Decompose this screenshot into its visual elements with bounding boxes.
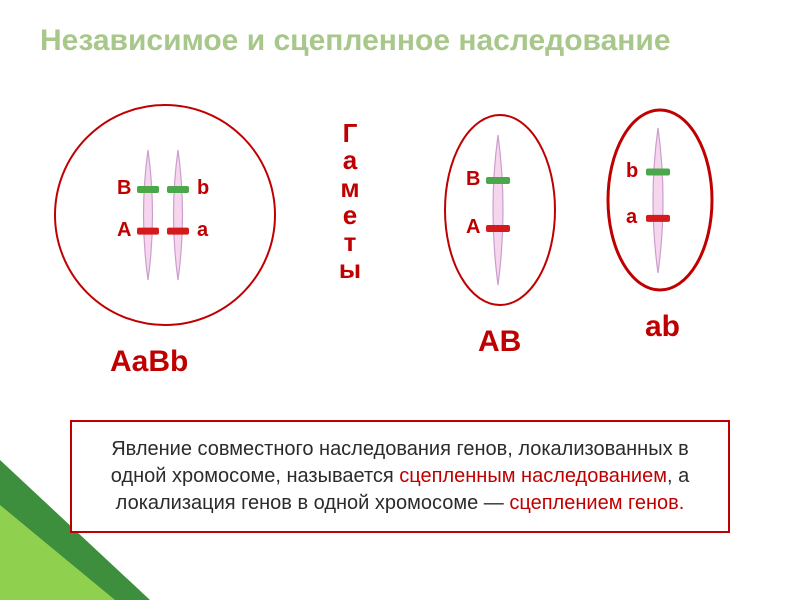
cell-ring [52,102,278,328]
allele-label: b [197,177,209,200]
diagram-area: Гаметы BA baAaBb BAAB baab [0,90,800,390]
definition-part: сцеплением генов. [509,492,684,514]
genotype-label: AaBb [110,345,188,379]
allele-label: a [626,206,637,229]
gametes-vertical-label: Гаметы [335,120,365,284]
allele-label: b [626,160,638,183]
allele-label: A [466,216,480,239]
chromosome [169,150,191,280]
allele-label: B [466,168,480,191]
chromosome [139,150,161,280]
definition-box: Явление совместного наследования генов, … [70,420,730,533]
allele-label: a [197,219,208,242]
page-title: Независимое и сцепленное наследование [40,24,760,58]
chromosome [488,135,512,285]
definition-part: сцепленным наследованием [399,465,667,487]
allele-label: A [117,219,131,242]
genotype-label: ab [645,310,680,344]
chromosome [648,128,672,273]
allele-label: B [117,177,131,200]
genotype-label: AB [478,325,521,359]
